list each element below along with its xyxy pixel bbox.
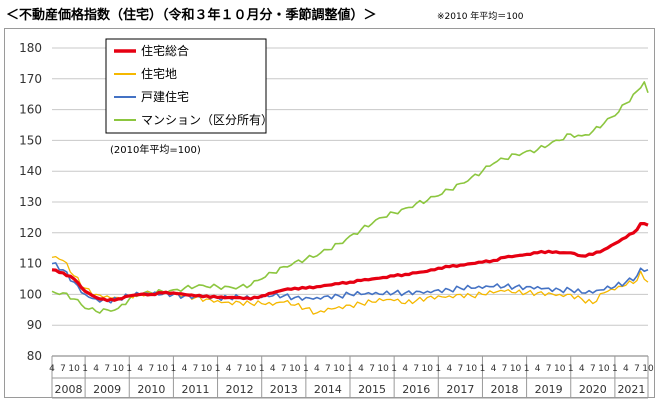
- month-tick-2011-4: 4: [182, 364, 188, 374]
- year-label-2010: 2010: [137, 383, 165, 396]
- month-tick-2012-10: 10: [245, 364, 257, 374]
- month-tick-2018-7: 7: [502, 364, 508, 374]
- y-tick-130: 130: [19, 195, 42, 209]
- month-tick-2020-4: 4: [579, 364, 585, 374]
- y-tick-90: 90: [27, 318, 42, 332]
- legend-label-2: 戸建住宅: [141, 89, 189, 104]
- legend-label-1: 住宅地: [141, 66, 177, 81]
- year-label-2017: 2017: [446, 383, 474, 396]
- year-label-2008: 2008: [55, 383, 83, 396]
- month-tick-2010-4: 4: [137, 364, 143, 374]
- year-label-2009: 2009: [93, 383, 121, 396]
- month-tick-2017-10: 10: [466, 364, 478, 374]
- year-label-2011: 2011: [181, 383, 209, 396]
- y-tick-100: 100: [19, 287, 42, 301]
- series-line-0: [51, 222, 649, 303]
- legend-label-0: 住宅総合: [141, 43, 189, 58]
- year-label-2016: 2016: [402, 383, 430, 396]
- y-tick-120: 120: [19, 226, 42, 240]
- month-tick-2009-7: 7: [104, 364, 110, 374]
- month-tick-2019-10: 10: [554, 364, 566, 374]
- month-tick-2014-1: 1: [303, 364, 309, 374]
- month-tick-2019-7: 7: [546, 364, 552, 374]
- month-tick-2013-4: 4: [270, 364, 276, 374]
- month-tick-2017-1: 1: [435, 364, 441, 374]
- series-line-1: [51, 255, 649, 315]
- y-tick-110: 110: [19, 257, 42, 271]
- month-tick-2018-1: 1: [480, 364, 486, 374]
- month-tick-2017-4: 4: [446, 364, 452, 374]
- month-tick-2012-7: 7: [237, 364, 243, 374]
- month-tick-2012-1: 1: [215, 364, 221, 374]
- month-tick-2016-1: 1: [391, 364, 397, 374]
- month-tick-2018-10: 10: [510, 364, 522, 374]
- month-tick-2020-1: 1: [568, 364, 574, 374]
- month-tick-2010-7: 7: [148, 364, 154, 374]
- year-label-2019: 2019: [535, 383, 563, 396]
- month-tick-2015-1: 1: [347, 364, 353, 374]
- year-label-2014: 2014: [314, 383, 342, 396]
- y-tick-labels: 80 90 100 110 120 130 140 150 160 170 180: [19, 41, 42, 363]
- month-tick-2014-4: 4: [314, 364, 320, 374]
- series-lines: [51, 81, 649, 315]
- month-tick-2021-7: 7: [634, 364, 640, 374]
- y-tick-140: 140: [19, 164, 42, 178]
- year-label-2020: 2020: [579, 383, 607, 396]
- month-tick-2019-4: 4: [535, 364, 541, 374]
- month-tick-2009-1: 1: [82, 364, 88, 374]
- y-tick-170: 170: [19, 72, 42, 86]
- month-tick-2010-1: 1: [126, 364, 132, 374]
- year-label-2021: 2021: [617, 383, 645, 396]
- legend-box: [105, 38, 267, 134]
- month-tick-2009-10: 10: [112, 364, 124, 374]
- month-tick-2010-10: 10: [157, 364, 169, 374]
- legend-label-3: マンション（区分所有）: [141, 113, 273, 127]
- month-tick-2015-7: 7: [369, 364, 375, 374]
- month-tick-2021-1: 1: [612, 364, 618, 374]
- month-tick-2013-7: 7: [281, 364, 287, 374]
- month-tick-2014-10: 10: [333, 364, 345, 374]
- month-tick-2015-10: 10: [377, 364, 389, 374]
- y-tick-180: 180: [19, 41, 42, 55]
- year-label-2018: 2018: [491, 383, 519, 396]
- legend-base-note: (2010年平均=100): [110, 143, 201, 156]
- month-tick-2011-10: 10: [201, 364, 213, 374]
- month-tick-2016-4: 4: [402, 364, 408, 374]
- month-tick-2008-7: 7: [60, 364, 66, 374]
- month-tick-2011-7: 7: [193, 364, 199, 374]
- month-tick-2020-7: 7: [590, 364, 596, 374]
- month-tick-2009-4: 4: [93, 364, 99, 374]
- month-tick-2021-4: 4: [623, 364, 629, 374]
- month-tick-2011-1: 1: [171, 364, 177, 374]
- year-label-2013: 2013: [270, 383, 298, 396]
- y-tick-80: 80: [27, 349, 42, 363]
- month-tick-2019-1: 1: [524, 364, 530, 374]
- month-tick-2015-4: 4: [358, 364, 364, 374]
- month-tick-2018-4: 4: [491, 364, 497, 374]
- month-tick-2013-1: 1: [259, 364, 265, 374]
- month-tick-2012-4: 4: [226, 364, 232, 374]
- month-tick-2013-10: 10: [289, 364, 301, 374]
- base-year-note: ※2010 年平均＝100: [437, 12, 524, 22]
- year-label-2015: 2015: [358, 383, 386, 396]
- month-tick-2014-7: 7: [325, 364, 331, 374]
- year-label-2012: 2012: [226, 383, 254, 396]
- y-tick-150: 150: [19, 133, 42, 147]
- month-tick-2021-10: 10: [642, 364, 654, 374]
- y-tick-160: 160: [19, 103, 42, 117]
- month-tick-2016-10: 10: [422, 364, 434, 374]
- page-title: ＜不動産価格指数（住宅）（令和３年１０月分・季節調整値）＞: [6, 8, 377, 23]
- month-tick-2017-7: 7: [458, 364, 464, 374]
- month-tick-2016-7: 7: [413, 364, 419, 374]
- month-tick-2008-10: 10: [68, 364, 80, 374]
- month-tick-2020-10: 10: [598, 364, 610, 374]
- month-tick-2008-4: 4: [49, 364, 55, 374]
